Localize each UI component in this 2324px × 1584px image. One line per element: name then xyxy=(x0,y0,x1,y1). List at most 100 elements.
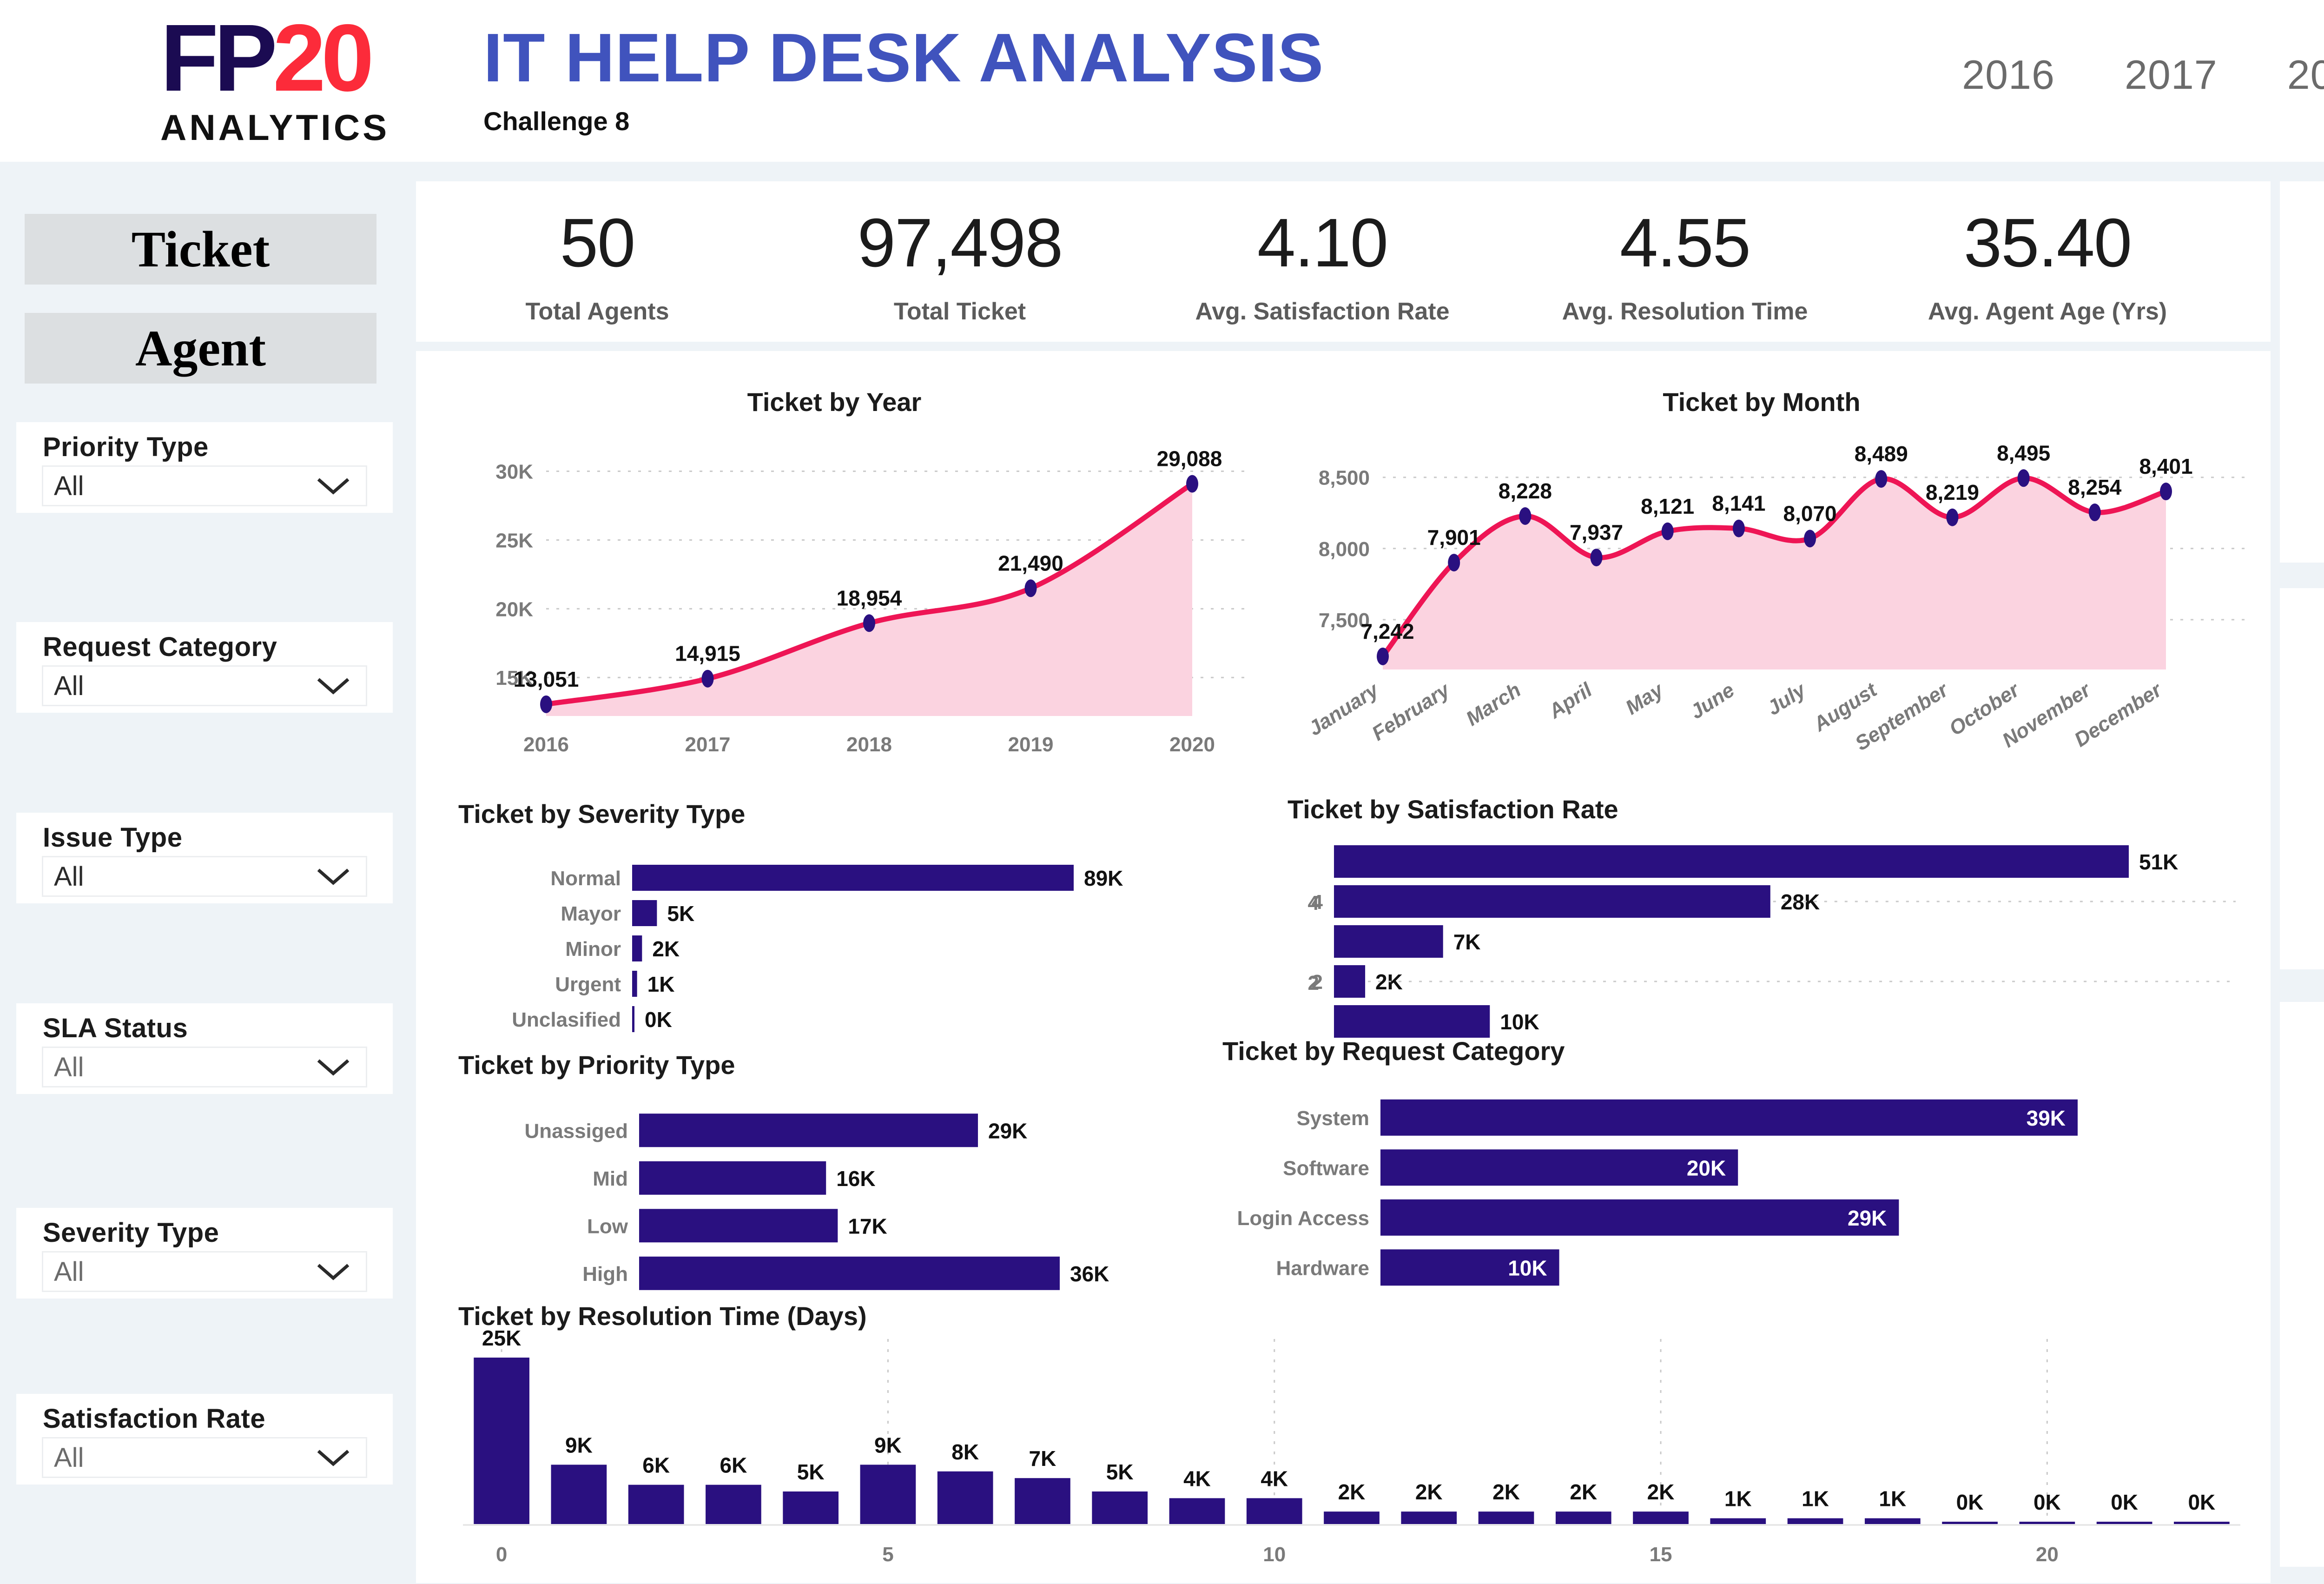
fp20-analytics-logo: FP20 ANALYTICS xyxy=(160,10,387,148)
filter-issue-type-value: All xyxy=(54,861,84,892)
filter-satisfaction-rate-value: All xyxy=(54,1442,84,1473)
svg-text:8,141: 8,141 xyxy=(1712,491,1765,516)
kpi-avg-agent-age: 35.40 Avg. Agent Age (Yrs) xyxy=(1866,181,2229,342)
svg-text:May: May xyxy=(1622,678,1669,719)
svg-text:28K: 28K xyxy=(1781,890,1820,914)
filter-issue-type-dropdown[interactable]: All xyxy=(42,856,367,897)
year-option-2016[interactable]: 2016 xyxy=(1962,52,2055,98)
sidebar-item-agent[interactable]: Agent xyxy=(25,313,376,384)
filter-satisfaction-rate-dropdown[interactable]: All xyxy=(42,1437,367,1478)
filter-priority-type-dropdown[interactable]: All xyxy=(42,465,367,506)
svg-text:February: February xyxy=(1368,678,1455,745)
svg-text:Login Access: Login Access xyxy=(1237,1207,1369,1230)
chart-ticket-by-issue-type[interactable]: Ticket by Issue Type 73220Issue type IT … xyxy=(2280,588,2324,969)
year-option-2017[interactable]: 2017 xyxy=(2124,52,2218,98)
svg-text:1K: 1K xyxy=(1802,1487,1829,1511)
svg-text:Software: Software xyxy=(1283,1157,1369,1180)
svg-text:15K: 15K xyxy=(495,667,533,689)
svg-text:15: 15 xyxy=(1650,1543,1672,1566)
svg-text:8,500: 8,500 xyxy=(1319,467,1370,490)
svg-text:0K: 0K xyxy=(2188,1490,2215,1514)
kpi-avg-agent-age-label: Avg. Agent Age (Yrs) xyxy=(1928,298,2167,325)
chart-ticket-id-by-severity-type[interactable]: Ticket ID by Severity Type 88.66KNormal4… xyxy=(2280,1002,2324,1567)
year-option-2018[interactable]: 2018 xyxy=(2287,52,2324,98)
svg-text:7,500: 7,500 xyxy=(1319,609,1370,632)
svg-text:7K: 7K xyxy=(1029,1446,1056,1471)
svg-text:2016: 2016 xyxy=(523,733,569,756)
chart-ticket-by-month[interactable]: Ticket by Month 8,500 8,000 7,500 7,242 7,90… xyxy=(1255,372,2268,762)
svg-text:17K: 17K xyxy=(848,1214,887,1238)
svg-text:18,954: 18,954 xyxy=(837,586,902,610)
svg-text:7,937: 7,937 xyxy=(1570,520,1623,544)
chart-ticket-by-priority-type[interactable]: Ticket by Priority Type 29K Unassiged 16K M… xyxy=(446,1046,1236,1297)
chart-ticket-by-priority-type-title: Ticket by Priority Type xyxy=(458,1050,735,1080)
svg-text:10K: 10K xyxy=(1508,1256,1547,1280)
filter-severity-type-dropdown[interactable]: All xyxy=(42,1251,367,1292)
svg-text:8,219: 8,219 xyxy=(1926,480,1979,504)
svg-text:20: 20 xyxy=(2036,1543,2059,1566)
svg-text:0K: 0K xyxy=(2111,1490,2138,1514)
svg-text:Mid: Mid xyxy=(593,1167,628,1190)
svg-text:20K: 20K xyxy=(495,598,533,621)
svg-text:6K: 6K xyxy=(720,1453,747,1478)
filter-issue-type-label: Issue Type xyxy=(43,822,183,853)
filter-sla-status-label: SLA Status xyxy=(43,1013,188,1043)
svg-text:8,228: 8,228 xyxy=(1499,479,1552,503)
svg-text:Low: Low xyxy=(587,1215,628,1238)
svg-text:7,901: 7,901 xyxy=(1427,525,1481,550)
svg-text:8,070: 8,070 xyxy=(1783,501,1837,525)
chevron-down-icon xyxy=(315,866,352,887)
page-title: IT HELP DESK ANALYSIS xyxy=(483,20,1324,96)
svg-text:4K: 4K xyxy=(1183,1466,1211,1491)
svg-text:14,915: 14,915 xyxy=(675,642,740,666)
svg-text:4: 4 xyxy=(1312,891,1323,914)
chart-ticket-by-satisfaction-rate-title: Ticket by Satisfaction Rate xyxy=(1287,795,1618,824)
kpi-total-agents-value: 50 xyxy=(560,205,636,281)
svg-text:29,088: 29,088 xyxy=(1157,447,1222,471)
chart-ticket-by-severity-type[interactable]: Ticket by Severity Type 89K Normal 5K Mayor… xyxy=(446,795,1236,1041)
chevron-down-icon xyxy=(315,476,352,496)
svg-text:10K: 10K xyxy=(1500,1010,1539,1034)
chart-ticket-by-year[interactable]: Ticket by Year 30K 25K 20K 15K 13,051 14,915 1… xyxy=(418,372,1250,762)
svg-text:39K: 39K xyxy=(2027,1106,2066,1130)
chart-ticket-by-month-title: Ticket by Month xyxy=(1663,387,1861,417)
svg-text:2K: 2K xyxy=(1647,1480,1675,1504)
svg-text:System: System xyxy=(1296,1107,1369,1130)
kpi-total-ticket-value: 97,498 xyxy=(857,205,1063,281)
svg-text:2K: 2K xyxy=(652,937,680,961)
svg-text:Hardware: Hardware xyxy=(1276,1257,1369,1279)
filter-severity-type: Severity Type All xyxy=(16,1208,393,1299)
svg-text:8,254: 8,254 xyxy=(2068,475,2122,499)
filter-request-category-value: All xyxy=(54,670,84,701)
svg-text:4: 4 xyxy=(1308,892,1320,915)
svg-text:7,242: 7,242 xyxy=(1360,619,1414,643)
chart-ticket-by-resolution-time-title: Ticket by Resolution Time (Days) xyxy=(458,1301,867,1331)
svg-text:36K: 36K xyxy=(1070,1262,1109,1286)
svg-text:51K: 51K xyxy=(2139,850,2178,874)
svg-text:0: 0 xyxy=(496,1543,507,1566)
svg-text:2017: 2017 xyxy=(685,733,731,756)
chart-ticket-by-resolution-time[interactable]: Ticket by Resolution Time (Days) 0 5 10 15 2… xyxy=(446,1297,2271,1583)
title-block: IT HELP DESK ANALYSIS Challenge 8 xyxy=(483,23,1324,136)
filter-sla-status: SLA Status All xyxy=(16,1003,393,1094)
sidebar-item-ticket[interactable]: Ticket xyxy=(25,214,376,285)
chart-ticket-by-satisfaction-rate[interactable]: Ticket by Satisfaction Rate 51K 28K 4 7K 2K 2… xyxy=(1218,790,2268,1041)
year-slicer[interactable]: 2016 2017 2018 2019 2020 xyxy=(1962,51,2324,99)
svg-text:6K: 6K xyxy=(642,1453,670,1478)
kpi-total-agents-label: Total Agents xyxy=(525,298,669,325)
chart-ticket-by-sla[interactable]: Ticket by SLA 47014Within SLA50484Outsid… xyxy=(2280,181,2324,563)
svg-text:25K: 25K xyxy=(495,530,533,552)
svg-text:89K: 89K xyxy=(1084,866,1123,890)
filter-priority-type-label: Priority Type xyxy=(43,432,209,462)
filter-sla-status-dropdown[interactable]: All xyxy=(42,1047,367,1087)
filter-request-category-dropdown[interactable]: All xyxy=(42,665,367,706)
chevron-down-icon xyxy=(315,1261,352,1282)
chevron-down-icon xyxy=(315,1057,352,1077)
svg-text:5K: 5K xyxy=(797,1460,825,1484)
svg-text:4K: 4K xyxy=(1261,1466,1288,1491)
kpi-avg-satisfaction-rate-value: 4.10 xyxy=(1257,205,1388,281)
filter-severity-type-value: All xyxy=(54,1256,84,1287)
logo-text-20: 20 xyxy=(272,5,374,111)
chart-ticket-by-request-category[interactable]: Ticket by Request Category 39K System 20K S… xyxy=(1218,1032,2268,1292)
